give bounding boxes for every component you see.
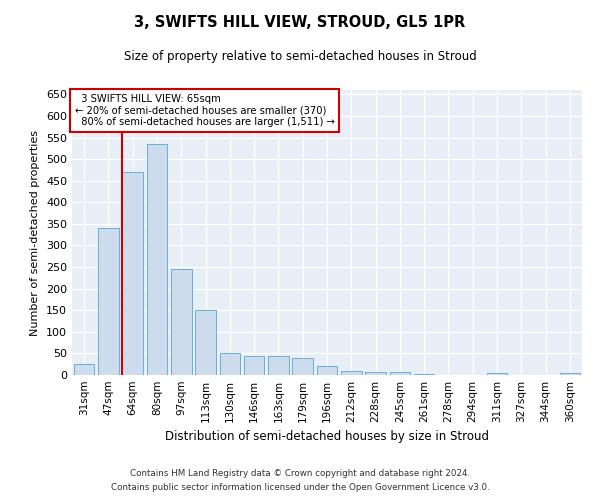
Bar [365, 372, 386, 375]
Bar [195, 310, 216, 375]
Text: Contains public sector information licensed under the Open Government Licence v3: Contains public sector information licen… [110, 484, 490, 492]
Bar [244, 356, 265, 375]
Bar [220, 354, 240, 375]
Bar [292, 358, 313, 375]
Y-axis label: Number of semi-detached properties: Number of semi-detached properties [31, 130, 40, 336]
Bar [341, 370, 362, 375]
Bar [487, 374, 508, 375]
Bar [317, 366, 337, 375]
X-axis label: Distribution of semi-detached houses by size in Stroud: Distribution of semi-detached houses by … [165, 430, 489, 444]
Bar [414, 374, 434, 375]
Text: 3, SWIFTS HILL VIEW, STROUD, GL5 1PR: 3, SWIFTS HILL VIEW, STROUD, GL5 1PR [134, 15, 466, 30]
Bar [122, 172, 143, 375]
Text: Size of property relative to semi-detached houses in Stroud: Size of property relative to semi-detach… [124, 50, 476, 63]
Bar [389, 372, 410, 375]
Bar [171, 269, 191, 375]
Text: Contains HM Land Registry data © Crown copyright and database right 2024.: Contains HM Land Registry data © Crown c… [130, 468, 470, 477]
Bar [268, 356, 289, 375]
Bar [98, 228, 119, 375]
Bar [74, 364, 94, 375]
Bar [560, 374, 580, 375]
Bar [146, 144, 167, 375]
Text: 3 SWIFTS HILL VIEW: 65sqm
← 20% of semi-detached houses are smaller (370)
  80% : 3 SWIFTS HILL VIEW: 65sqm ← 20% of semi-… [74, 94, 334, 128]
